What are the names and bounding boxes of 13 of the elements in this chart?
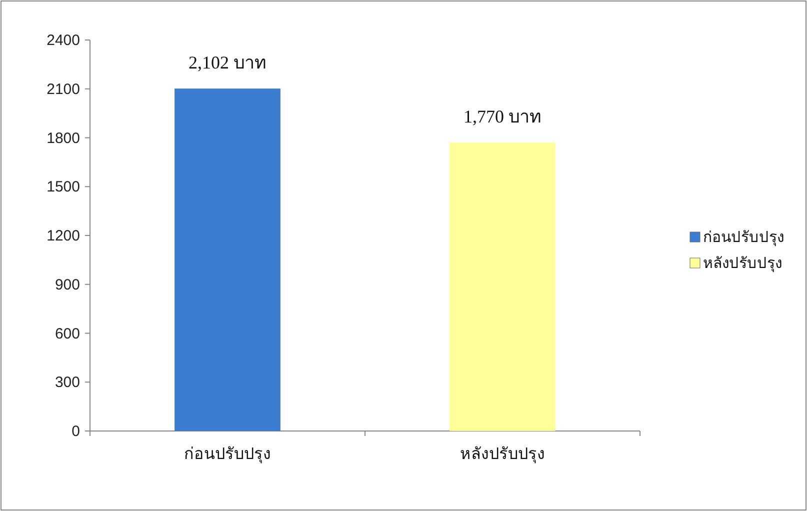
y-tick-label: 1500 xyxy=(46,178,80,196)
y-tick-label: 0 xyxy=(72,423,80,440)
data-label: 2,102 บาท xyxy=(188,52,266,73)
y-tick-label: 600 xyxy=(54,325,80,342)
legend-label: ก่อนปรับปรุง xyxy=(703,228,784,247)
y-tick-label: 2100 xyxy=(46,80,80,98)
data-label: 1,770 บาท xyxy=(464,106,542,127)
y-tick-label: 2400 xyxy=(46,32,80,49)
y-tick-label: 1800 xyxy=(46,130,80,147)
y-tick-label: 300 xyxy=(54,374,80,392)
legend-label: หลังปรับปรุง xyxy=(703,254,782,273)
y-tick-label: 1200 xyxy=(46,228,80,244)
y-tick-label: 900 xyxy=(54,276,80,294)
